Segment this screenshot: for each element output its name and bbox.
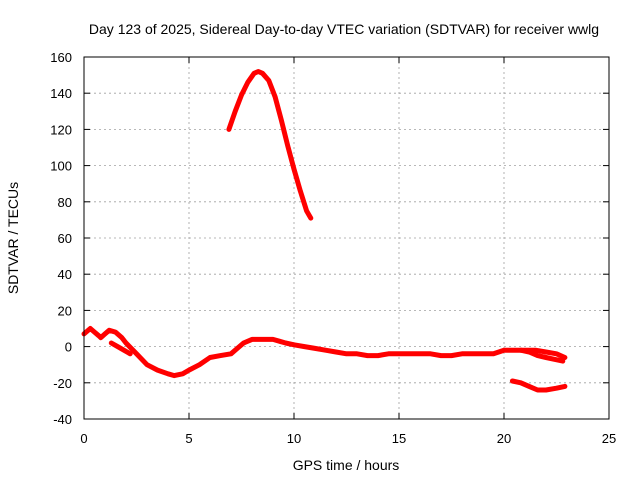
series-line-arc-short [108, 340, 133, 357]
grid-lines [84, 57, 609, 419]
y-tick-label: 120 [50, 122, 72, 137]
x-tick-label: 20 [497, 431, 511, 446]
y-tick-label: -20 [53, 376, 72, 391]
tick-marks [83, 56, 610, 420]
series-line-arc-late-upper [518, 347, 566, 364]
x-tick-labels: 0 5 10 15 20 25 [80, 431, 616, 446]
x-tick-label: 25 [602, 431, 616, 446]
y-axis-title: SDTVAR / TECUs [5, 182, 21, 294]
y-tick-label: 140 [50, 86, 72, 101]
y-tick-label: 20 [58, 303, 72, 318]
y-tick-labels: -40 -20 0 20 40 60 80 100 120 140 160 [50, 50, 72, 427]
y-tick-label: 80 [58, 195, 72, 210]
series-line-arc-baseline [81, 326, 568, 379]
y-tick-label: 0 [65, 340, 72, 355]
x-axis-title: GPS time / hours [293, 457, 400, 473]
chart-title: Day 123 of 2025, Sidereal Day-to-day VTE… [89, 21, 599, 37]
x-tick-label: 5 [185, 431, 192, 446]
x-tick-label: 0 [80, 431, 87, 446]
series-group [81, 69, 568, 393]
x-tick-label: 10 [287, 431, 301, 446]
y-tick-label: 160 [50, 50, 72, 65]
y-tick-label: 100 [50, 159, 72, 174]
series-line-arc-peak [226, 69, 314, 221]
y-tick-label: 40 [58, 267, 72, 282]
y-tick-label: 60 [58, 231, 72, 246]
x-tick-label: 15 [392, 431, 406, 446]
y-tick-label: -40 [53, 412, 72, 427]
series-line-arc-late-lower [509, 378, 568, 393]
